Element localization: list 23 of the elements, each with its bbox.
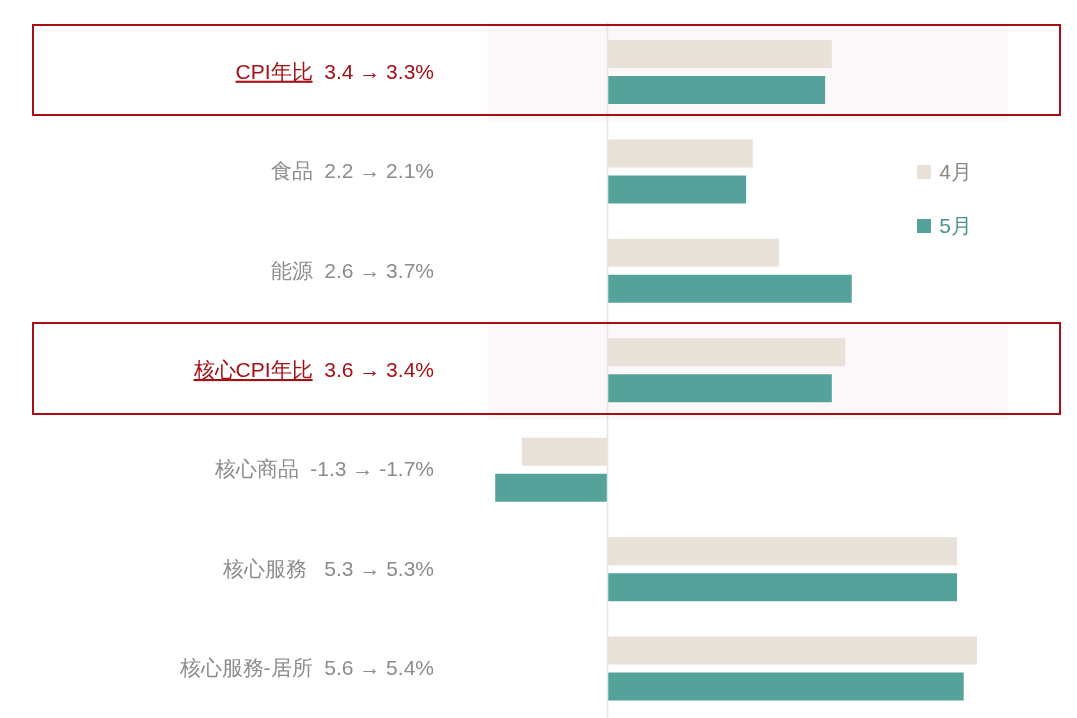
y-tick-label: 核心商品 -1.3 → -1.7%	[213, 457, 434, 481]
bar	[607, 40, 832, 68]
bar	[607, 672, 964, 701]
y-tick-label: 能源 2.6 → 3.7%	[270, 258, 434, 282]
legend-label: 4月	[938, 159, 972, 185]
bar	[607, 175, 747, 204]
y-tick-label: CPI年比 3.4 → 3.3%	[235, 59, 434, 83]
bar	[495, 473, 608, 502]
bar	[607, 636, 977, 665]
bar	[607, 139, 753, 168]
bar	[607, 76, 826, 104]
bar	[607, 274, 852, 303]
y-tick-label: 核心CPI年比 3.6 → 3.4%	[192, 358, 434, 381]
y-tick-label: 核心服務-居所 5.6 → 5.4%	[178, 656, 434, 680]
bar	[607, 537, 958, 566]
y-tick-label: 核心服務 5.3 → 5.3%	[221, 556, 434, 580]
bar	[607, 238, 779, 267]
bar	[521, 437, 608, 466]
legend-label: 5月	[938, 213, 972, 239]
bar	[607, 374, 832, 403]
y-tick-label: 食品 2.2 → 2.1%	[270, 159, 434, 183]
bar	[607, 338, 846, 367]
bar	[607, 573, 958, 602]
